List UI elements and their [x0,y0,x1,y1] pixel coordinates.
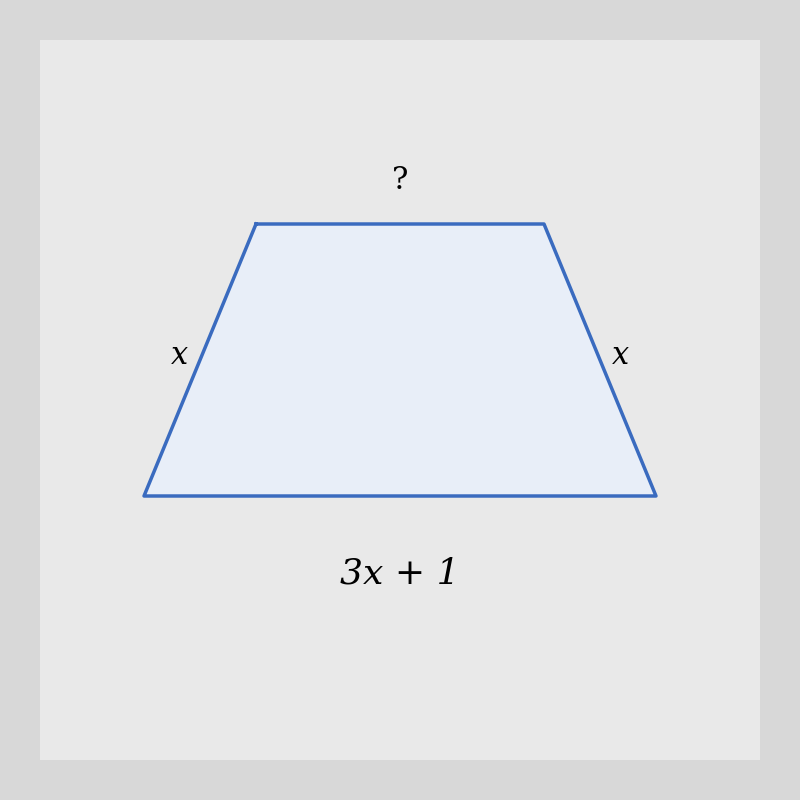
Text: 3x + 1: 3x + 1 [340,556,460,590]
Polygon shape [144,224,656,496]
Text: ?: ? [392,165,408,196]
Text: x: x [170,341,188,371]
Text: x: x [612,341,630,371]
